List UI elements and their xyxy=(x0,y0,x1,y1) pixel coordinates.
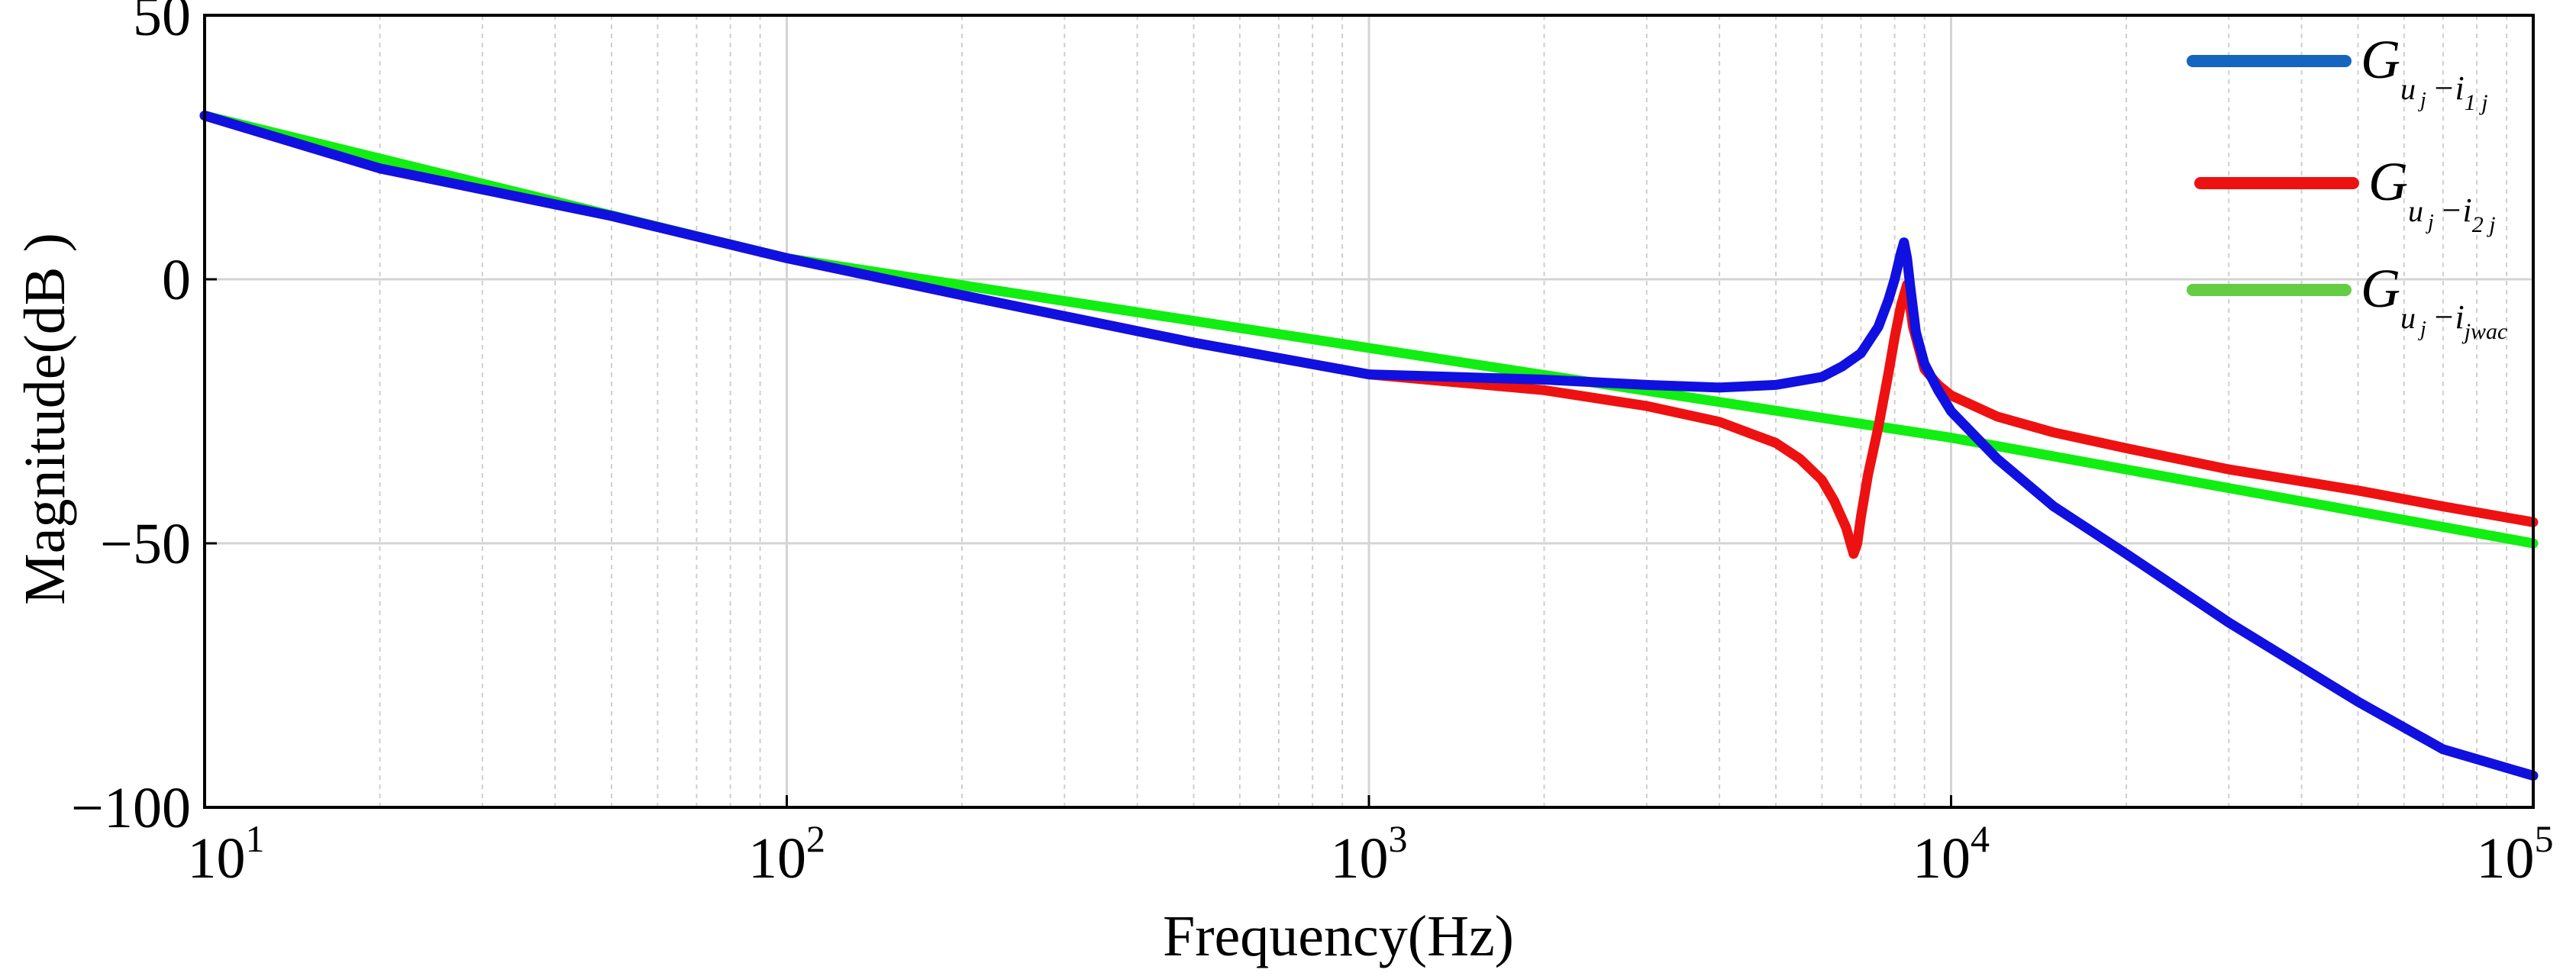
x-tick-label: 104 xyxy=(1913,817,1990,891)
x-tick-label: 103 xyxy=(1331,817,1408,891)
x-axis-title: Frequency(Hz) xyxy=(1163,904,1514,968)
legend-label-1: Gu j −i1 j xyxy=(2361,29,2488,115)
y-tick-label: 0 xyxy=(162,248,191,312)
y-tick-label: −100 xyxy=(71,776,191,840)
legend-label-3: Gu j −ijwac xyxy=(2361,258,2507,344)
series-line-1 xyxy=(199,111,2539,781)
y-tick-label: 50 xyxy=(133,0,191,48)
legend-label-2: Gu j −i2 j xyxy=(2368,151,2496,237)
y-axis-title: Magnitude(dB ) xyxy=(13,233,77,605)
legend: Gu j −i1 j Gu j −i2 j Gu j −ijwac xyxy=(2187,29,2507,344)
x-tick-label: 101 xyxy=(188,817,265,891)
x-tick-label: 102 xyxy=(748,817,825,891)
series-lines xyxy=(199,111,2539,781)
x-tick-label: 105 xyxy=(2477,817,2554,891)
y-tick-label: −50 xyxy=(100,512,191,576)
